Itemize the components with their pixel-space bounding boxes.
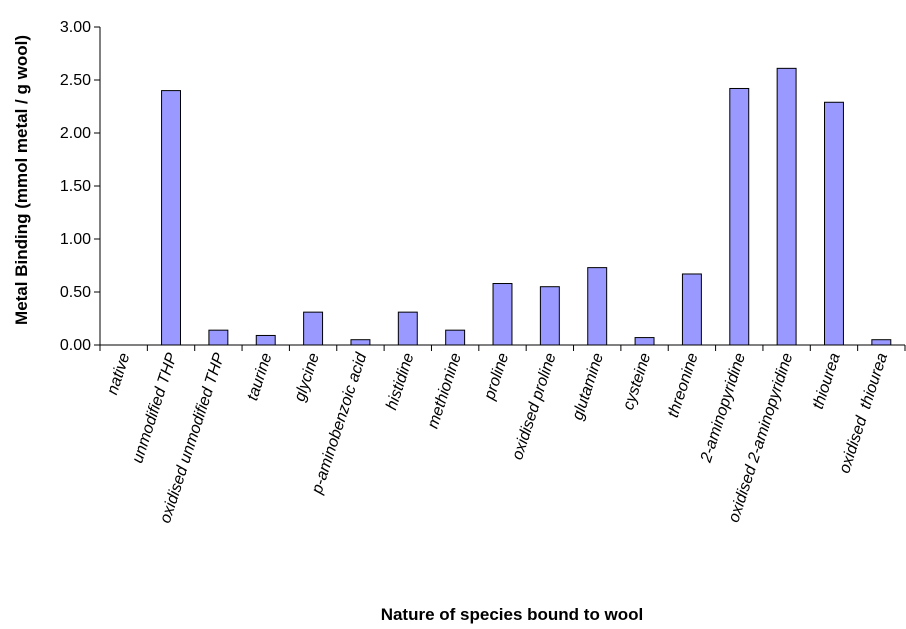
bar xyxy=(303,311,324,346)
bar xyxy=(681,273,702,346)
bar xyxy=(539,286,560,346)
x-category-label: cysteine xyxy=(620,351,654,412)
bar xyxy=(208,329,229,346)
x-axis-title: Nature of species bound to wool xyxy=(381,605,644,624)
y-tick-label: 3.00 xyxy=(60,19,91,36)
x-category-label: native xyxy=(104,351,133,397)
bar xyxy=(255,334,276,346)
x-category-label: glutamine xyxy=(569,351,607,422)
bars-group xyxy=(161,67,892,346)
x-category-label: methionine xyxy=(425,351,465,431)
x-category-label: 2-aminopyridine xyxy=(697,351,749,466)
x-category-label: unmodified THP xyxy=(129,351,181,466)
y-axis-title: Metal Binding (mmol metal / g wool) xyxy=(12,35,31,325)
bar xyxy=(776,67,797,346)
x-category-label: oxidised proline xyxy=(509,351,560,462)
y-tick-label: 1.50 xyxy=(60,178,91,195)
bar xyxy=(824,101,844,346)
y-tick-label: 0.50 xyxy=(60,284,91,301)
y-tick-label: 2.00 xyxy=(60,125,91,142)
y-tick-label: 2.50 xyxy=(60,72,91,89)
bar xyxy=(492,283,513,346)
bar xyxy=(587,267,608,346)
x-category-label: proline xyxy=(481,351,512,403)
x-category-label: threonine xyxy=(665,351,702,420)
bar xyxy=(634,337,655,346)
x-category-label: thiourea xyxy=(810,351,844,411)
bar xyxy=(350,339,371,346)
y-tick-label: 0.00 xyxy=(60,337,91,354)
y-tick-label: 1.00 xyxy=(60,231,91,248)
bar xyxy=(729,87,750,346)
x-category-label: taurine xyxy=(244,351,275,403)
x-category-label: glycine xyxy=(291,351,323,404)
bar xyxy=(161,90,181,346)
x-category-label: histidine xyxy=(383,351,417,412)
x-category-label: oxidised thiourea xyxy=(836,351,891,476)
bar xyxy=(871,339,892,346)
y-ticks-group: 0.00 0.50 1.00 1.50 2.00 2.50 3.00 xyxy=(60,19,100,354)
bar xyxy=(397,311,418,346)
bar xyxy=(445,329,466,346)
